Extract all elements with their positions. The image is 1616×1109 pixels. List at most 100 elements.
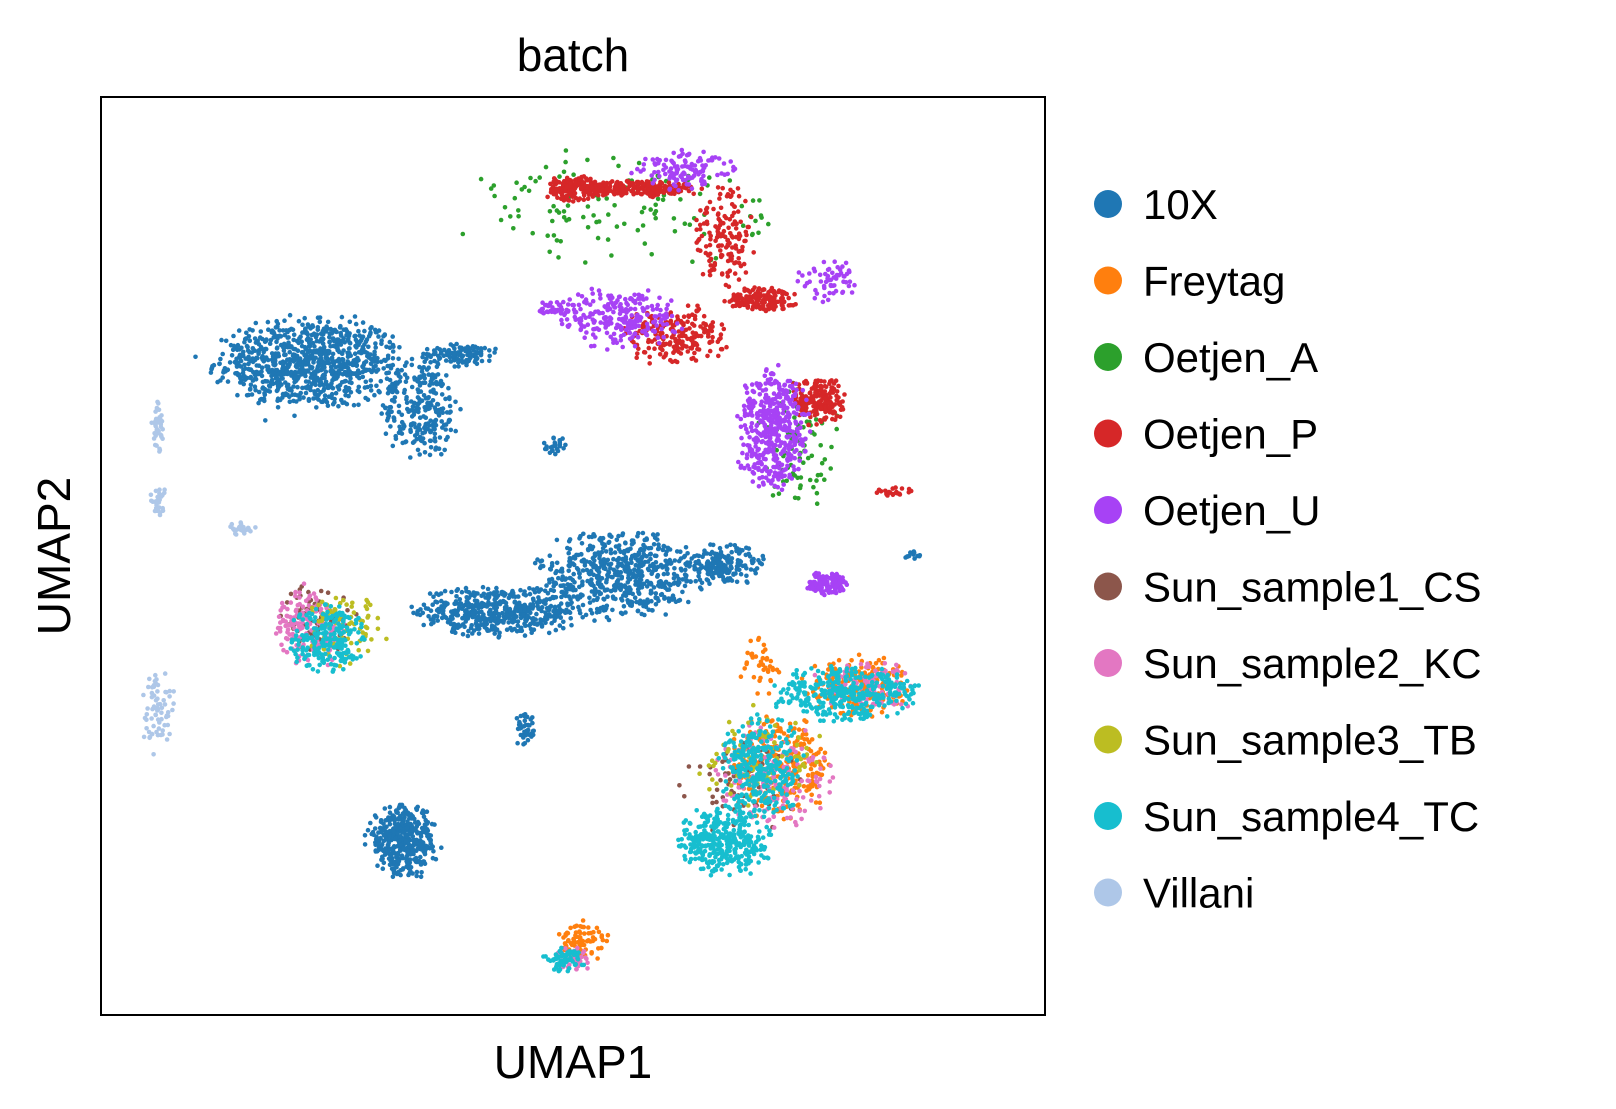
point [336, 359, 342, 365]
point [658, 179, 663, 185]
point [322, 393, 328, 398]
point [714, 235, 720, 240]
point [568, 582, 573, 588]
point [330, 401, 336, 407]
point [527, 586, 532, 591]
point [633, 562, 639, 568]
point [250, 356, 255, 361]
point [720, 185, 725, 191]
point [397, 842, 403, 847]
point [811, 484, 816, 490]
point [743, 270, 749, 275]
point [738, 674, 744, 679]
point [209, 366, 214, 372]
point [447, 395, 452, 400]
point [592, 558, 597, 563]
point [591, 929, 596, 935]
point [531, 627, 537, 632]
point [744, 545, 749, 551]
point [265, 319, 271, 325]
point [734, 567, 740, 572]
point [552, 604, 558, 610]
point [577, 571, 582, 577]
point [325, 319, 331, 325]
point [586, 931, 591, 936]
point [397, 345, 402, 350]
point [485, 586, 491, 592]
point [478, 622, 484, 627]
point [661, 335, 666, 340]
point [665, 571, 670, 576]
point [736, 193, 742, 199]
point [612, 550, 618, 555]
point [389, 817, 394, 822]
point [431, 348, 437, 353]
point [707, 269, 713, 274]
point [275, 381, 280, 387]
point [471, 590, 476, 595]
point [261, 397, 266, 403]
point [575, 552, 581, 558]
point [564, 607, 569, 613]
point [719, 322, 725, 327]
point [689, 356, 694, 362]
point [404, 864, 409, 869]
point [738, 219, 743, 225]
point [373, 837, 379, 842]
point [527, 723, 532, 728]
point [414, 848, 419, 853]
point [721, 326, 727, 332]
point [712, 262, 718, 268]
point [811, 397, 816, 403]
point [454, 341, 459, 347]
point [428, 833, 434, 838]
point [429, 821, 435, 827]
point [236, 328, 242, 333]
point [422, 375, 428, 381]
point [688, 579, 693, 584]
point [724, 344, 729, 350]
point [547, 553, 553, 558]
point [571, 938, 577, 944]
point [734, 579, 740, 585]
point [595, 579, 601, 585]
point [323, 369, 329, 375]
point [623, 540, 628, 546]
point [814, 501, 820, 507]
point [387, 804, 393, 810]
point [318, 346, 323, 351]
point [577, 930, 583, 936]
point [604, 196, 609, 201]
point [283, 352, 288, 358]
point [745, 580, 750, 585]
point [648, 552, 653, 557]
point [555, 448, 561, 454]
point [312, 381, 318, 387]
point [362, 833, 368, 838]
point [684, 573, 689, 578]
point [363, 359, 369, 364]
point [427, 423, 432, 428]
point [554, 560, 560, 566]
point [726, 225, 731, 231]
point [655, 546, 661, 552]
point [673, 358, 678, 364]
chart-title: batch [517, 29, 630, 81]
point [281, 371, 287, 377]
point [539, 558, 545, 563]
point [427, 438, 433, 444]
point [420, 430, 425, 436]
point [592, 591, 598, 596]
point [532, 560, 538, 566]
point [256, 351, 261, 357]
point [750, 655, 755, 660]
point [420, 808, 426, 813]
point [273, 325, 279, 330]
point [589, 951, 594, 956]
point [521, 742, 526, 747]
point [284, 328, 289, 333]
point [683, 561, 688, 567]
point [417, 830, 422, 836]
point [559, 589, 564, 595]
point [551, 179, 556, 185]
